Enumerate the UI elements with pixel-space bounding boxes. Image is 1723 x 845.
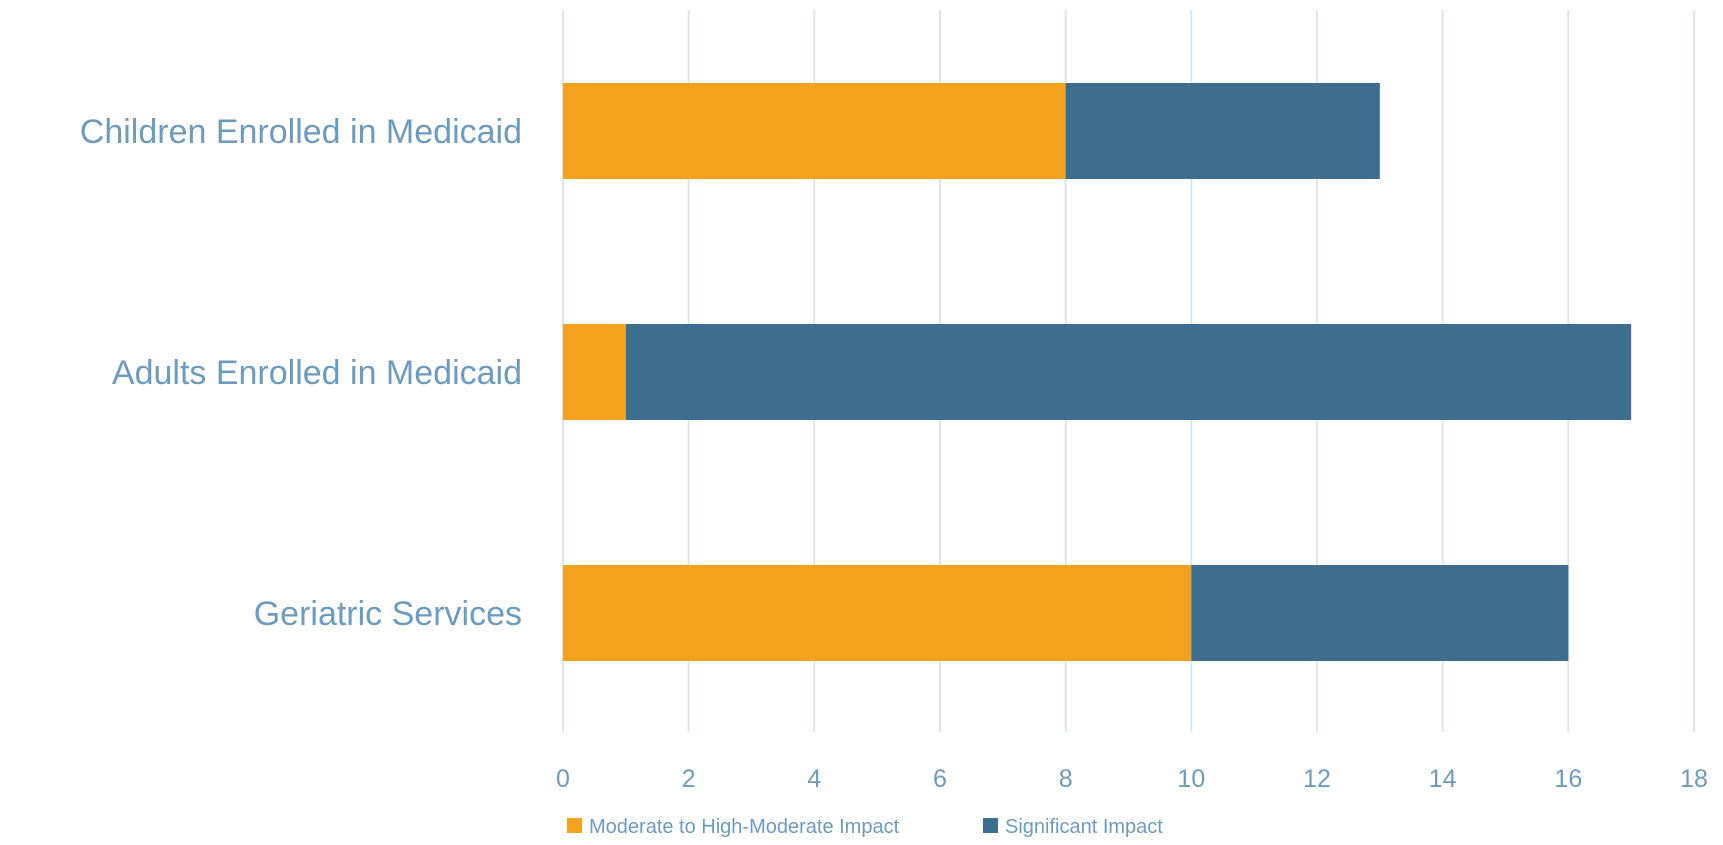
- category-label: Adults Enrolled in Medicaid: [112, 354, 522, 392]
- legend-swatch: [567, 818, 582, 833]
- x-tick-label: 8: [1059, 765, 1073, 793]
- bar-segment: [625, 324, 1632, 420]
- category-label: Geriatric Services: [254, 595, 522, 633]
- category-labels: Children Enrolled in Medicaid Adults Enro…: [80, 113, 522, 633]
- x-tick-label: 18: [1680, 765, 1708, 793]
- x-tick-label: 16: [1554, 765, 1582, 793]
- bars: [563, 83, 1632, 661]
- x-tick-label: 4: [807, 765, 821, 793]
- legend: Moderate to High-Moderate Impact Signific…: [567, 816, 1163, 838]
- bar-segment: [563, 324, 626, 420]
- x-tick-label: 0: [556, 765, 570, 793]
- legend-label: Moderate to High-Moderate Impact: [589, 816, 900, 838]
- x-axis-tick-labels: 0 2 4 6 8 10 12 14 16 18: [556, 765, 1708, 793]
- x-tick-label: 12: [1303, 765, 1331, 793]
- bar-segment: [563, 83, 1066, 179]
- x-tick-label: 2: [682, 765, 696, 793]
- x-tick-label: 14: [1429, 765, 1457, 793]
- bar-segment: [1191, 565, 1569, 661]
- legend-label: Significant Impact: [1005, 816, 1163, 838]
- x-tick-label: 10: [1177, 765, 1205, 793]
- category-label: Children Enrolled in Medicaid: [80, 113, 522, 151]
- legend-swatch: [983, 818, 998, 833]
- x-tick-label: 6: [933, 765, 947, 793]
- bar-segment: [1065, 83, 1380, 179]
- bar-segment: [563, 565, 1192, 661]
